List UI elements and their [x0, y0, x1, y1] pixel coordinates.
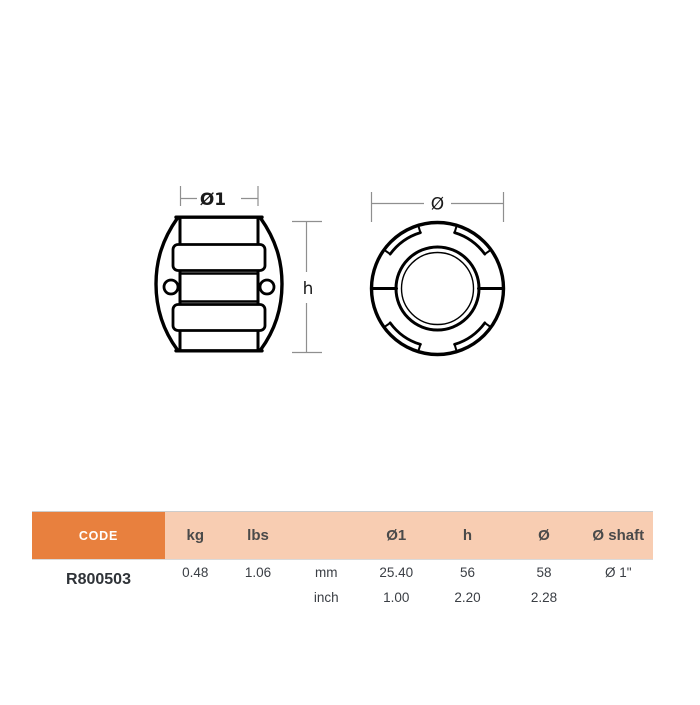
bore-circle: [394, 245, 481, 332]
value-d-mm: 58: [536, 565, 552, 580]
value-d1-mm: 25.40: [379, 565, 414, 580]
dim-label-d1: Ø1: [200, 190, 226, 210]
cell-kg: 0.48: [165, 560, 226, 609]
spec-table: CODE kg lbs Ø1 h Ø Ø shaft R800503 0.48 …: [32, 511, 653, 609]
cell-lbs: 1.06: [226, 560, 291, 609]
cell-shaft: Ø 1": [584, 560, 654, 609]
front-view-body: [369, 220, 506, 357]
header-cell-lbs: lbs: [247, 527, 269, 544]
bolt-hole-right: [258, 278, 276, 296]
value-h-inch: 2.20: [454, 589, 481, 605]
header-cell-units: [291, 512, 363, 559]
value-h-mm: 56: [459, 565, 476, 580]
dim-label-h: h: [303, 279, 314, 299]
cell-d: 58 2.28: [505, 560, 584, 609]
value-d-inch: 2.28: [530, 589, 558, 605]
cell-h: 56 2.20: [431, 560, 505, 609]
cell-units: mm inch: [291, 560, 363, 609]
value-kg: 0.48: [182, 565, 209, 580]
header-cell-shaft: Ø shaft: [592, 527, 645, 544]
bolt-hole-left: [162, 278, 180, 296]
spec-table-header: CODE kg lbs Ø1 h Ø Ø shaft: [32, 511, 653, 560]
dimension-d1: Ø1: [179, 186, 259, 210]
side-view-body: [154, 215, 284, 353]
ridge-band-bottom: [171, 303, 267, 332]
dimension-d: Ø: [370, 192, 505, 222]
unit-inch: inch: [313, 589, 339, 605]
spec-table-row: R800503 0.48 1.06 mm inch 25.40 1.00 56 …: [32, 560, 653, 609]
ridge-band-top: [171, 243, 267, 272]
value-shaft: Ø 1": [604, 565, 632, 580]
value-d1-inch: 1.00: [383, 589, 410, 605]
unit-mm: mm: [315, 565, 338, 580]
header-cell-h: h: [462, 527, 473, 544]
cell-d1: 25.40 1.00: [362, 560, 431, 609]
header-cell-kg: kg: [186, 527, 204, 544]
cell-code: R800503: [66, 571, 131, 588]
header-cell-code: CODE: [32, 512, 165, 559]
value-lbs: 1.06: [244, 565, 272, 580]
dim-label-d: Ø: [431, 195, 444, 215]
header-cell-d1: Ø1: [386, 527, 407, 544]
dimension-h: h: [292, 220, 322, 354]
bore-inner-circle: [400, 251, 475, 326]
header-cell-d: Ø: [538, 527, 550, 544]
